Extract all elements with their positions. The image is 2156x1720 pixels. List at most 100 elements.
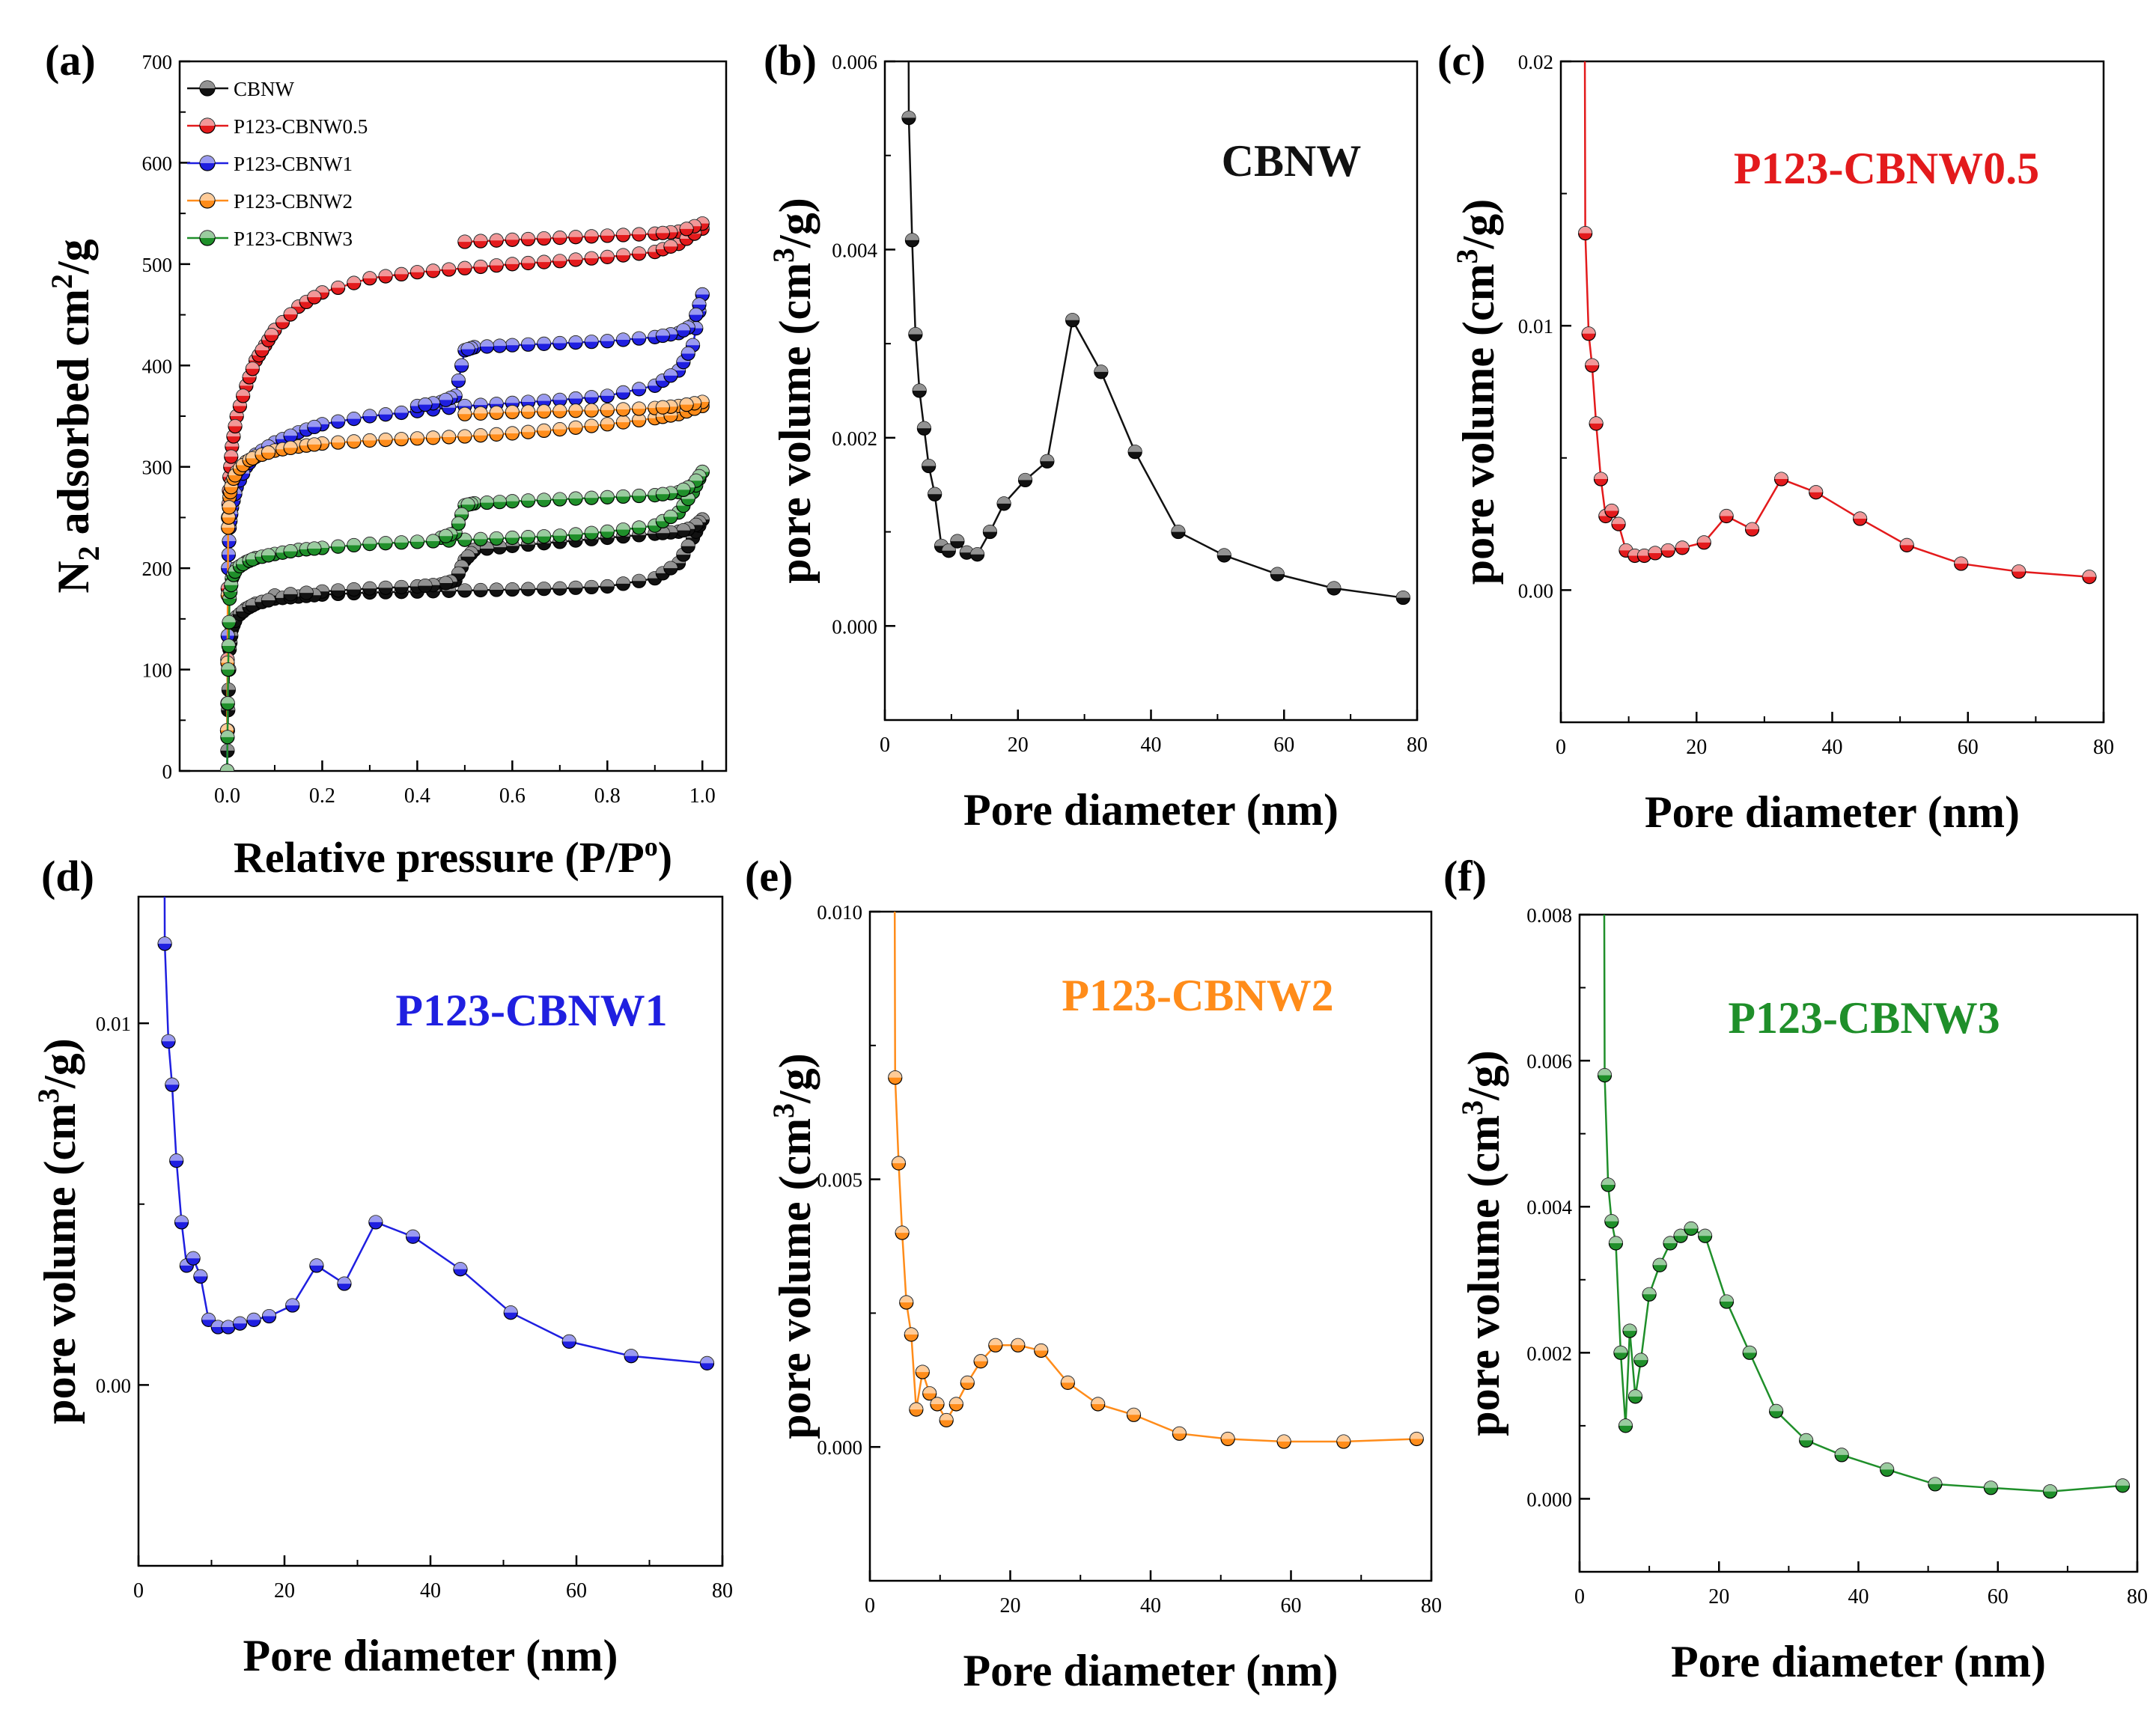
marker-highlight — [1743, 1346, 1757, 1353]
marker-highlight — [1327, 582, 1341, 588]
marker-highlight — [379, 407, 393, 415]
marker-highlight — [585, 526, 599, 534]
data-point — [928, 487, 943, 501]
legend-marker — [199, 118, 216, 134]
data-point — [394, 405, 409, 421]
marker-highlight — [307, 290, 321, 298]
marker-highlight — [457, 407, 472, 415]
data-point — [378, 432, 393, 448]
data-point — [489, 258, 504, 273]
marker-highlight — [1745, 522, 1759, 530]
series-inset-label: P123-CBNW0.5 — [1734, 144, 2039, 193]
data-point — [615, 489, 631, 504]
y-tick-label: 0 — [162, 760, 173, 783]
data-point — [655, 400, 670, 415]
marker-highlight — [307, 437, 321, 445]
marker-highlight — [379, 433, 393, 440]
marker-highlight — [1171, 525, 1185, 532]
y-tick-label: 0.008 — [1526, 904, 1572, 927]
data-point — [505, 338, 520, 353]
y-axis-label: pore volume (cm3/g) — [1455, 1050, 1508, 1436]
data-point — [1809, 485, 1824, 500]
data-point — [473, 582, 488, 598]
marker-highlight — [689, 308, 703, 315]
x-tick-label: 40 — [1140, 1594, 1161, 1617]
data-point — [676, 323, 691, 338]
x-axis-ticks: 0 20 40 60 80 — [865, 1570, 1442, 1617]
x-tick-label: 0.4 — [404, 784, 430, 808]
marker-highlight — [493, 495, 507, 502]
marker-highlight — [908, 327, 922, 335]
marker-highlight — [1585, 359, 1599, 366]
marker-highlight — [347, 538, 361, 546]
series-p123-cbnw0.5 — [219, 216, 710, 738]
marker-highlight — [537, 231, 551, 239]
data-point — [600, 524, 615, 539]
panel-label: (f) — [1443, 852, 1487, 900]
data-point — [922, 458, 937, 474]
marker-highlight — [505, 531, 520, 538]
marker-highlight — [552, 582, 567, 589]
data-point — [1601, 1177, 1616, 1192]
x-tick-label: 0.6 — [499, 784, 526, 808]
marker-highlight — [624, 1349, 639, 1356]
marker-highlight — [552, 393, 567, 400]
y-axis-label-main: pore volume (cm — [1459, 1115, 1508, 1436]
data-point — [568, 420, 583, 435]
marker-highlight — [616, 332, 630, 340]
data-point — [537, 582, 552, 597]
data-point — [632, 227, 647, 242]
marker-highlight — [988, 1338, 1002, 1346]
marker-highlight — [600, 388, 615, 396]
data-point — [615, 522, 631, 537]
y-axis-label: pore volume (cm3/g) — [767, 198, 820, 583]
data-point — [1684, 1221, 1699, 1236]
marker-highlight — [1637, 549, 1651, 556]
marker-highlight — [1628, 1389, 1642, 1397]
marker-highlight — [616, 490, 630, 497]
data-point — [520, 394, 536, 409]
data-point — [283, 440, 298, 456]
y-axis-label-sup: 3 — [31, 1088, 65, 1103]
chart-panel-b: 0 20 40 60 80 0.000 0.002 0.004 0.006 (b) Pore dia… — [764, 36, 1428, 835]
marker-highlight — [2043, 1484, 2057, 1492]
x-tick-label: 0 — [1574, 1585, 1585, 1608]
data-point — [460, 549, 475, 564]
marker-highlight — [1612, 517, 1626, 525]
marker-highlight — [616, 248, 630, 256]
marker-highlight — [442, 430, 456, 437]
data-point — [503, 1305, 518, 1320]
y-tick-label: 0.010 — [817, 901, 862, 924]
series-line — [1583, 61, 2090, 578]
data-point — [220, 730, 235, 745]
data-point — [492, 338, 508, 353]
marker-highlight — [1091, 1397, 1105, 1404]
data-point — [261, 593, 276, 608]
marker-highlight — [337, 1277, 351, 1284]
marker-highlight — [1619, 543, 1633, 551]
data-point — [655, 328, 670, 344]
data-point — [520, 337, 536, 352]
data-point — [916, 421, 932, 436]
marker-highlight — [480, 340, 494, 347]
data-point — [378, 407, 393, 422]
x-tick-label: 1.0 — [689, 784, 716, 808]
data-point — [454, 358, 469, 373]
marker-highlight — [916, 1365, 930, 1373]
marker-highlight — [426, 263, 440, 271]
data-point — [655, 487, 670, 501]
marker-highlight — [632, 520, 646, 528]
marker-highlight — [331, 583, 345, 591]
data-point — [1633, 1352, 1648, 1367]
data-point — [1719, 1294, 1735, 1309]
marker-highlight — [418, 579, 432, 586]
data-point — [988, 1338, 1003, 1352]
plot-area — [1597, 915, 2131, 1499]
marker-highlight — [552, 528, 567, 536]
marker-highlight — [410, 265, 424, 272]
marker-highlight — [474, 234, 488, 242]
chart-panel-e: 0 20 40 60 80 0.000 0.005 0.010 (e) Pore diameter… — [745, 852, 1442, 1695]
data-point — [600, 579, 615, 594]
marker-highlight — [261, 548, 275, 555]
marker-highlight — [686, 338, 700, 346]
